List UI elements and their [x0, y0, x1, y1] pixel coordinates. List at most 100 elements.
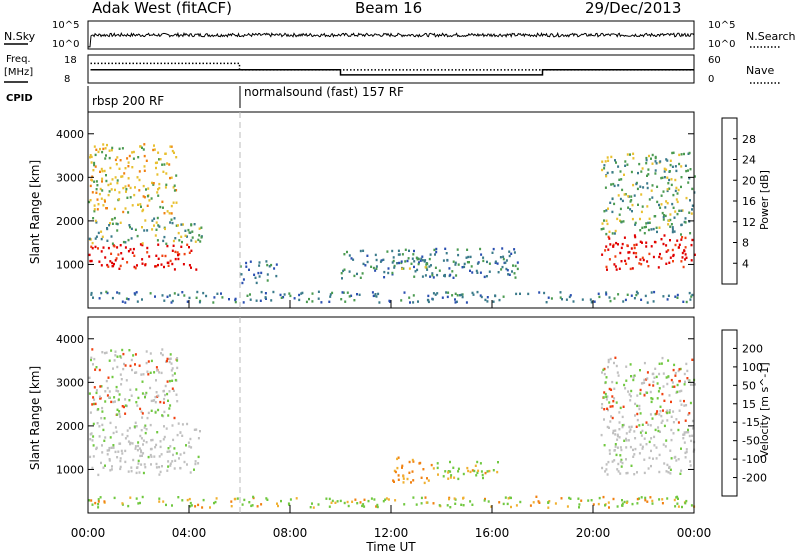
- range-cell: [320, 301, 323, 304]
- range-cell: [104, 390, 107, 393]
- range-cell: [97, 247, 99, 250]
- range-cell: [417, 257, 420, 261]
- range-cell: [102, 466, 105, 469]
- range-cell: [621, 502, 624, 505]
- range-cell: [132, 354, 135, 357]
- range-cell: [272, 290, 275, 294]
- range-cell: [676, 293, 679, 297]
- range-cell: [110, 149, 113, 152]
- range-cell: [610, 415, 612, 418]
- range-cell: [382, 258, 385, 261]
- range-cell: [177, 253, 179, 257]
- range-cell: [621, 424, 624, 427]
- range-cell: [608, 258, 611, 261]
- range-cell: [108, 190, 111, 193]
- range-cell: [169, 357, 172, 360]
- range-cell: [408, 249, 410, 252]
- range-cell: [590, 499, 593, 502]
- range-cell: [607, 460, 610, 464]
- nave-tick-bottom: 0: [708, 74, 714, 85]
- range-cell: [415, 256, 418, 259]
- range-cell: [674, 243, 677, 247]
- range-cell: [170, 176, 173, 179]
- range-cell: [673, 230, 676, 233]
- range-cell: [629, 395, 632, 398]
- range-cell: [481, 473, 484, 477]
- range-cell: [156, 173, 159, 176]
- range-cell: [615, 241, 618, 245]
- range-cell: [666, 419, 669, 422]
- range-cell: [603, 391, 606, 394]
- range-cell: [129, 442, 132, 446]
- range-cell: [121, 502, 124, 505]
- range-cell: [137, 396, 140, 400]
- range-cell: [188, 231, 191, 234]
- range-cell: [665, 158, 668, 161]
- range-cell: [647, 221, 650, 225]
- range-cell: [626, 293, 629, 296]
- range-cell: [469, 255, 472, 259]
- range-cell: [114, 426, 117, 429]
- range-cell: [170, 369, 173, 372]
- range-cell: [111, 222, 114, 225]
- range-cell: [632, 448, 634, 452]
- range-cell: [136, 466, 139, 469]
- range-cell: [325, 497, 328, 500]
- range-cell: [89, 156, 91, 159]
- range-cell: [195, 268, 198, 271]
- range-cell: [457, 467, 460, 470]
- range-cell: [643, 232, 646, 235]
- range-cell: [101, 406, 104, 410]
- range-cell: [609, 201, 612, 204]
- range-cell: [94, 368, 97, 371]
- range-cell: [101, 235, 104, 238]
- range-cell: [632, 251, 635, 255]
- range-cell: [391, 271, 394, 275]
- range-cell: [140, 463, 143, 466]
- range-cell: [661, 176, 664, 179]
- range-cell: [124, 412, 127, 415]
- range-cell: [88, 253, 91, 257]
- range-cell: [108, 149, 111, 152]
- range-cell: [636, 497, 639, 501]
- range-cell: [363, 505, 366, 508]
- range-cell: [668, 411, 671, 414]
- range-cell: [656, 410, 659, 413]
- range-cell: [647, 168, 650, 171]
- range-cell: [168, 357, 171, 361]
- range-cell: [672, 421, 675, 424]
- range-cell: [185, 444, 187, 447]
- range-cell: [97, 503, 100, 506]
- range-cell: [387, 271, 390, 275]
- range-cell: [154, 234, 157, 237]
- range-cell: [172, 389, 175, 392]
- colorbar-tick-label: -200: [742, 472, 767, 485]
- range-cell: [101, 189, 104, 192]
- range-cell: [675, 169, 678, 173]
- range-cell: [113, 207, 116, 211]
- range-cell: [198, 227, 201, 230]
- range-cell: [660, 421, 663, 424]
- colorbar-tick-label: 50: [742, 379, 756, 392]
- range-cell: [486, 300, 489, 303]
- range-cell: [508, 254, 511, 258]
- range-cell: [497, 271, 500, 274]
- range-cell: [652, 255, 655, 259]
- range-cell: [609, 299, 612, 303]
- range-cell: [258, 264, 261, 267]
- range-cell: [634, 221, 637, 225]
- range-cell: [159, 445, 162, 449]
- range-cell: [195, 296, 198, 299]
- range-cell: [649, 424, 652, 427]
- range-cell: [130, 394, 133, 397]
- range-cell: [135, 291, 138, 294]
- range-cell: [351, 500, 354, 503]
- range-cell: [158, 186, 161, 190]
- range-cell: [396, 457, 399, 461]
- range-cell: [391, 249, 394, 253]
- range-cell: [146, 416, 149, 420]
- range-cell: [170, 362, 173, 365]
- range-cell: [661, 392, 664, 396]
- range-cell: [420, 502, 423, 505]
- range-cell: [449, 273, 452, 277]
